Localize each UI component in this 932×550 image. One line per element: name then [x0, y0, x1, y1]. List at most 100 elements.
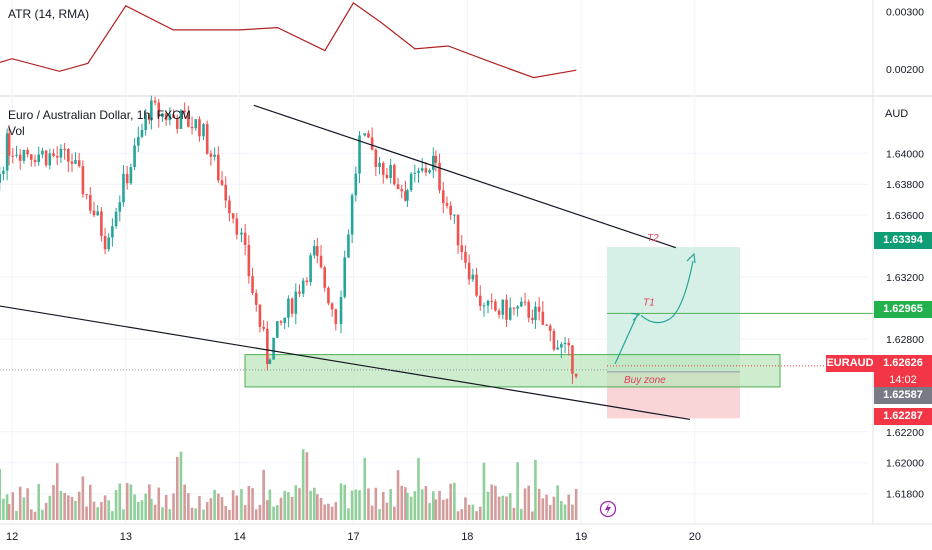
candle-body — [33, 159, 37, 163]
candle-body — [168, 114, 172, 121]
volume-bar — [183, 484, 186, 520]
volume-bar — [505, 496, 508, 520]
candle-body — [505, 299, 508, 320]
candle-body — [251, 276, 254, 294]
volume-label[interactable]: Vol — [8, 124, 25, 138]
grid — [0, 0, 932, 524]
candles — [0, 95, 578, 384]
volume-bar — [15, 510, 18, 520]
volume-bar — [406, 492, 409, 520]
candle-body — [434, 155, 438, 163]
lower-trendline[interactable] — [0, 305, 691, 421]
volume-bar — [129, 484, 133, 520]
candle-body — [537, 306, 541, 312]
candle-body — [330, 303, 334, 310]
candle-body — [347, 234, 350, 258]
volume-bar — [175, 456, 179, 520]
volume-bar — [567, 494, 571, 520]
candle-body — [240, 232, 243, 235]
volume-bar — [290, 496, 294, 520]
candle-body — [400, 189, 404, 192]
candle-body — [228, 200, 231, 214]
candle-body — [541, 311, 545, 325]
volume-bar — [168, 509, 172, 520]
candle-body — [161, 113, 164, 117]
volume-bar — [209, 498, 213, 520]
candle-body — [527, 301, 531, 318]
candle-body — [571, 345, 574, 374]
candle-body — [231, 213, 235, 219]
candle-body — [111, 226, 114, 238]
atr-indicator-label[interactable]: ATR (14, RMA) — [8, 7, 90, 21]
candle-body — [81, 166, 85, 195]
volume-bar — [441, 499, 445, 520]
candle-body — [516, 306, 519, 309]
upper-trendline[interactable] — [253, 104, 677, 249]
volume-bar — [490, 484, 494, 520]
candle-body — [283, 317, 286, 323]
volume-bar — [55, 463, 59, 520]
candle-body — [44, 150, 48, 166]
volume-bar — [334, 502, 338, 520]
volume-bar — [516, 462, 519, 520]
candle-body — [385, 174, 389, 179]
volume-bar — [316, 494, 319, 520]
candle-body — [486, 300, 490, 306]
volume-bar — [298, 488, 301, 520]
candle-body — [460, 245, 464, 252]
candle-body — [560, 344, 563, 348]
volume-bar — [272, 506, 275, 520]
candle-body — [545, 324, 548, 326]
candle-body — [313, 246, 316, 256]
stop-price-badge: 1.62287 — [874, 408, 932, 425]
volume-bar — [541, 498, 545, 520]
volume-bar — [52, 485, 55, 520]
buy-zone-rect[interactable] — [244, 354, 781, 388]
candle-body — [290, 298, 294, 314]
candle-body — [15, 154, 18, 156]
candle-body — [334, 309, 338, 325]
time-tick-label: 14 — [234, 531, 246, 543]
volume-bar — [370, 505, 374, 520]
candle-body — [247, 245, 251, 277]
candle-body — [136, 136, 140, 146]
buy-zone-label: Buy zone — [624, 375, 666, 386]
candle-body — [520, 301, 523, 307]
volume-bar — [537, 488, 541, 520]
volume-bar — [179, 451, 183, 520]
candle-body — [363, 133, 367, 136]
candle-body — [508, 307, 512, 320]
volume-bar — [449, 483, 452, 520]
volume-bar — [467, 504, 471, 520]
volume-bar — [107, 500, 110, 520]
candle-body — [424, 168, 428, 173]
time-axis[interactable]: 12 13 14 17 18 19 20 — [0, 523, 932, 543]
volume-bar — [305, 452, 309, 520]
candle-body — [319, 255, 323, 268]
volume-bar — [367, 488, 370, 520]
candle-body — [556, 347, 559, 350]
candle-body — [209, 153, 213, 157]
volume-bar — [205, 502, 209, 520]
atr-line — [0, 2, 577, 79]
volume-bars — [0, 449, 578, 520]
volume-bar — [37, 484, 41, 520]
candle-body — [2, 170, 5, 174]
candle-body — [548, 325, 552, 331]
candle-body — [194, 119, 198, 129]
volume-bar — [114, 490, 118, 520]
candle-body — [183, 110, 186, 113]
volume-bar — [220, 497, 224, 520]
candle-body — [432, 155, 435, 171]
volume-bar — [100, 502, 103, 520]
price-axis[interactable]: 0.00300 0.00200 1.64000 1.63800 1.63600 1.632… — [872, 0, 924, 524]
symbol-badge: EURAUD — [826, 355, 874, 372]
candle-body — [478, 295, 482, 307]
candle-body — [531, 317, 534, 321]
symbol-title[interactable]: Euro / Australian Dollar, 1h, FXCM — [8, 108, 191, 122]
candle-body — [148, 114, 151, 121]
candle-body — [92, 210, 96, 216]
price-tick-label: 1.64000 — [886, 148, 924, 160]
